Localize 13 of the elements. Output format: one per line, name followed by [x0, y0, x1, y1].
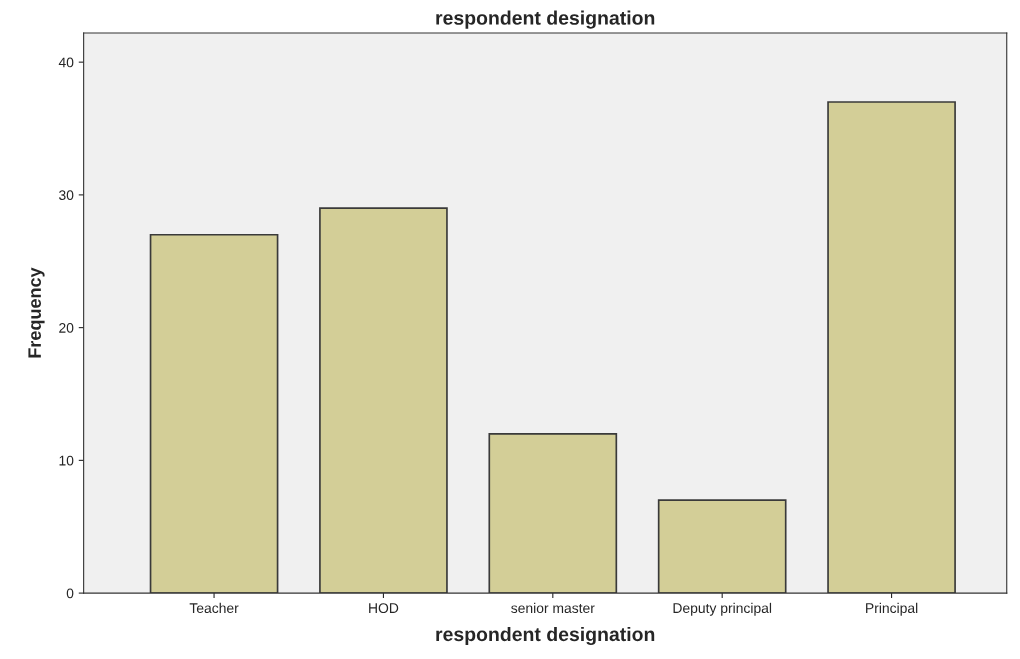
- x-tick-label: Teacher: [189, 602, 239, 614]
- chart-title: respondent designation: [436, 10, 655, 29]
- y-tick-label: 0: [66, 588, 74, 599]
- x-tick-label: senior master: [511, 602, 595, 614]
- x-tick-label: Principal: [866, 602, 918, 616]
- x-tick-label: Deputy principal: [673, 602, 772, 616]
- y-tick-label: 20: [59, 322, 74, 333]
- y-axis-title: Frequency: [28, 267, 45, 358]
- y-tick-label: 30: [59, 190, 74, 201]
- y-tick-label: 40: [58, 57, 74, 68]
- x-axis-title: respondent designation: [436, 626, 655, 646]
- x-tick-label: HOD: [369, 603, 399, 614]
- y-tick-label: 10: [59, 455, 74, 466]
